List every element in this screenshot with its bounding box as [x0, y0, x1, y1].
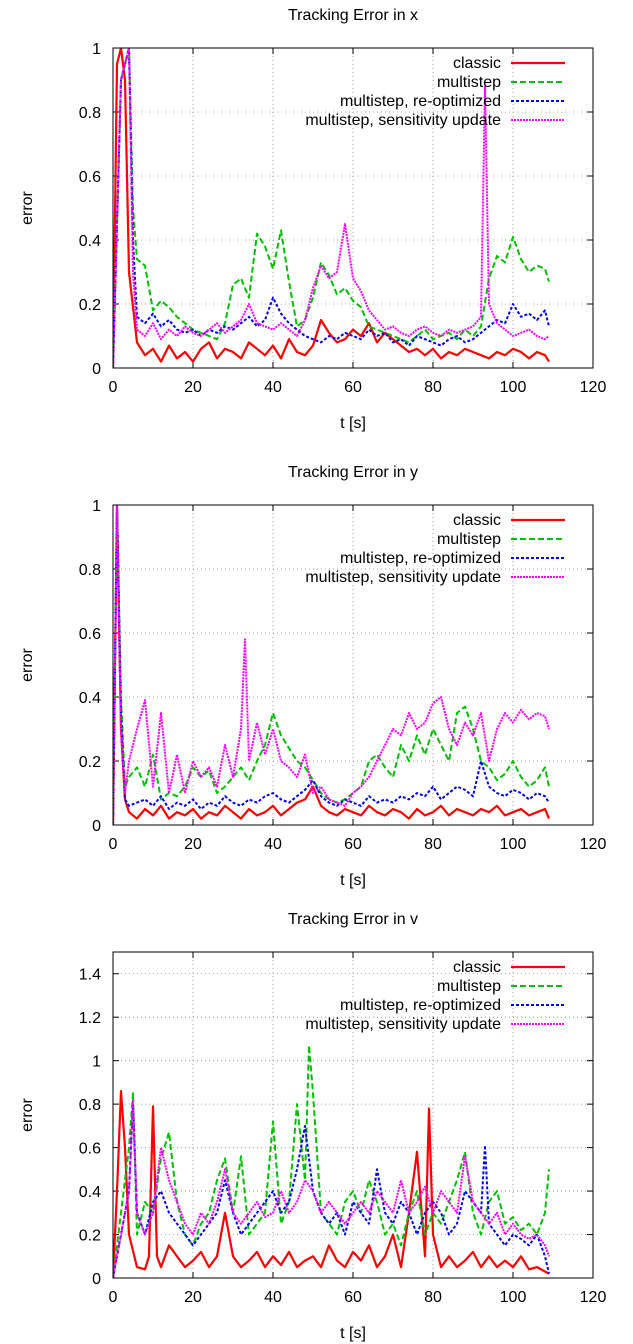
y-tick-label: 1	[92, 498, 101, 515]
legend-label: classic	[453, 512, 501, 529]
x-tick-label: 20	[184, 1289, 202, 1306]
y-axis-label: error	[19, 190, 36, 224]
y-tick-label: 0.8	[79, 1097, 101, 1114]
x-tick-label: 100	[500, 1289, 527, 1306]
x-tick-label: 0	[109, 379, 118, 396]
chart-title: Tracking Error in y	[288, 464, 418, 481]
y-tick-label: 1	[92, 41, 101, 58]
x-tick-label: 100	[500, 379, 527, 396]
y-tick-label: 1	[92, 1054, 101, 1071]
y-tick-label: 1.2	[79, 1010, 101, 1027]
series-line-multistep	[113, 48, 550, 368]
x-tick-label: 0	[109, 1289, 118, 1306]
chart-1: Tracking Error in x 0 20 40 60 80 100 120 0 0.2 0.…	[19, 7, 606, 432]
x-tick-label: 120	[580, 379, 607, 396]
x-tick-label: 120	[580, 836, 607, 853]
series-line-classic	[113, 1089, 550, 1278]
legend-label: multistep	[437, 978, 501, 995]
y-tick-label: 0.4	[79, 233, 101, 250]
y-axis-label: error	[19, 647, 36, 681]
plot-frame	[112, 951, 594, 1279]
x-tick-label: 80	[424, 379, 442, 396]
y-tick-label: 0.4	[79, 690, 101, 707]
legend-label: multistep, re-optimized	[340, 550, 501, 567]
series-line-multistep-re-optimized	[113, 505, 550, 825]
series-line-classic	[113, 505, 551, 825]
x-axis-label: t [s]	[340, 872, 366, 889]
legend-label: multistep	[437, 531, 501, 548]
y-tick-label: 0.8	[79, 562, 101, 579]
series-line-multistep-sensitivity-update	[113, 1098, 550, 1278]
series-line-multistep	[113, 505, 550, 825]
legend-label: multistep	[437, 74, 501, 91]
y-tick-label: 0.6	[79, 169, 101, 186]
x-tick-label: 20	[184, 379, 202, 396]
x-tick-label: 80	[424, 1289, 442, 1306]
x-tick-label: 120	[580, 1289, 607, 1306]
legend-label: multistep, sensitivity update	[305, 112, 501, 129]
y-tick-label: 0	[92, 361, 101, 378]
series-line-multistep-sensitivity-update	[113, 48, 550, 368]
x-tick-label: 20	[184, 836, 202, 853]
chart-3: Tracking Error in v 0 20 40 60 80 100 120 0 0.2 0.…	[19, 911, 606, 1342]
plot-frame	[112, 47, 594, 369]
legend-label: multistep, sensitivity update	[305, 569, 501, 586]
series-line-multistep-re-optimized	[113, 48, 550, 368]
legend-label: classic	[453, 959, 501, 976]
y-tick-label: 0.6	[79, 1141, 101, 1158]
x-tick-label: 80	[424, 836, 442, 853]
legend-label: classic	[453, 55, 501, 72]
chart-2: Tracking Error in y 0 20 40 60 80 100 120 0 0.2 0.…	[19, 464, 606, 889]
series-line-multistep-re-optimized	[113, 1103, 550, 1278]
y-axis-label: error	[19, 1097, 36, 1131]
y-tick-label: 0.2	[79, 297, 101, 314]
x-axis-label: t [s]	[340, 415, 366, 432]
legend-label: multistep, re-optimized	[340, 93, 501, 110]
chart-title: Tracking Error in v	[288, 911, 418, 928]
x-tick-label: 40	[264, 379, 282, 396]
series-line-multistep-sensitivity-update	[113, 505, 550, 825]
x-tick-label: 0	[109, 836, 118, 853]
chart-title: Tracking Error in x	[288, 7, 418, 24]
y-tick-label: 1.4	[79, 967, 101, 984]
x-tick-label: 60	[344, 1289, 362, 1306]
x-tick-label: 40	[264, 1289, 282, 1306]
plot-frame	[112, 504, 594, 826]
x-axis-label: t [s]	[340, 1325, 366, 1342]
series-line-classic	[113, 48, 550, 368]
y-tick-label: 0.2	[79, 754, 101, 771]
y-tick-label: 0.6	[79, 626, 101, 643]
y-tick-label: 0	[92, 818, 101, 835]
x-tick-label: 60	[344, 836, 362, 853]
legend-label: multistep, sensitivity update	[305, 1016, 501, 1033]
x-tick-label: 100	[500, 836, 527, 853]
x-tick-label: 60	[344, 379, 362, 396]
y-tick-label: 0.4	[79, 1184, 101, 1201]
x-tick-label: 40	[264, 836, 282, 853]
legend-label: multistep, re-optimized	[340, 997, 501, 1014]
y-tick-label: 0.8	[79, 105, 101, 122]
y-tick-label: 0.2	[79, 1228, 101, 1245]
y-tick-label: 0	[92, 1271, 101, 1288]
